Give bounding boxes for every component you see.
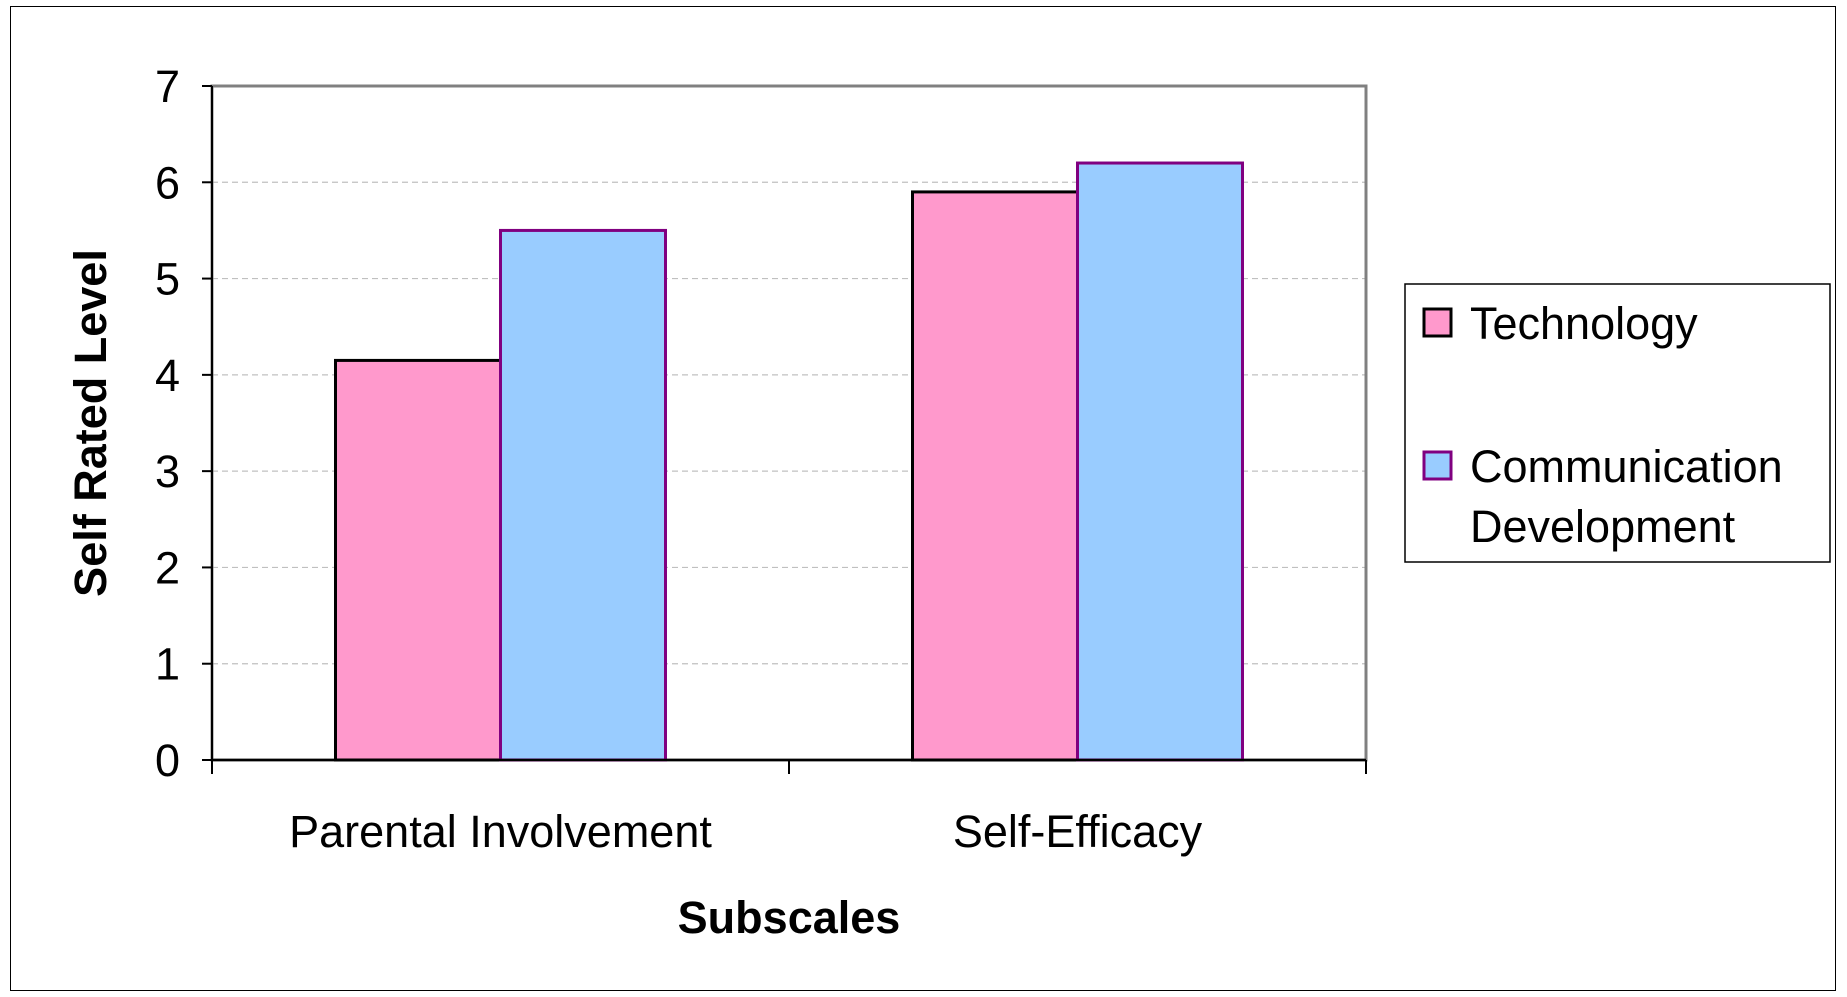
bars xyxy=(334,161,1244,762)
y-tick-label: 2 xyxy=(155,542,180,593)
legend-swatch xyxy=(1422,307,1453,338)
x-axis-title: Subscales xyxy=(678,892,901,943)
x-category-label: Parental Involvement xyxy=(289,806,712,857)
legend-label: Communication xyxy=(1470,441,1783,492)
bar xyxy=(499,228,667,762)
legend-swatch xyxy=(1422,450,1453,481)
y-tick-label: 4 xyxy=(155,350,180,401)
legend-box xyxy=(1404,283,1831,563)
bar xyxy=(1076,161,1244,762)
x-category-labels: Parental Involvement Self-Efficacy xyxy=(289,806,1202,857)
y-tick-label: 6 xyxy=(155,157,180,208)
legend: Technology Communication Development xyxy=(1404,283,1831,563)
bar xyxy=(911,190,1079,762)
y-tick-label: 5 xyxy=(155,254,180,305)
y-axis-title: Self Rated Level xyxy=(65,249,116,597)
y-tick-label: 7 xyxy=(155,61,180,112)
y-tick-label: 3 xyxy=(155,446,180,497)
y-tick-labels: 0 1 2 3 4 5 6 7 xyxy=(155,61,180,786)
x-category-label: Self-Efficacy xyxy=(953,806,1203,857)
bar xyxy=(334,358,502,762)
y-tick-label: 1 xyxy=(155,639,180,690)
axes xyxy=(202,85,1367,774)
y-tick-label: 0 xyxy=(155,735,180,786)
legend-label: Development xyxy=(1470,501,1736,552)
legend-label: Technology xyxy=(1470,298,1698,349)
